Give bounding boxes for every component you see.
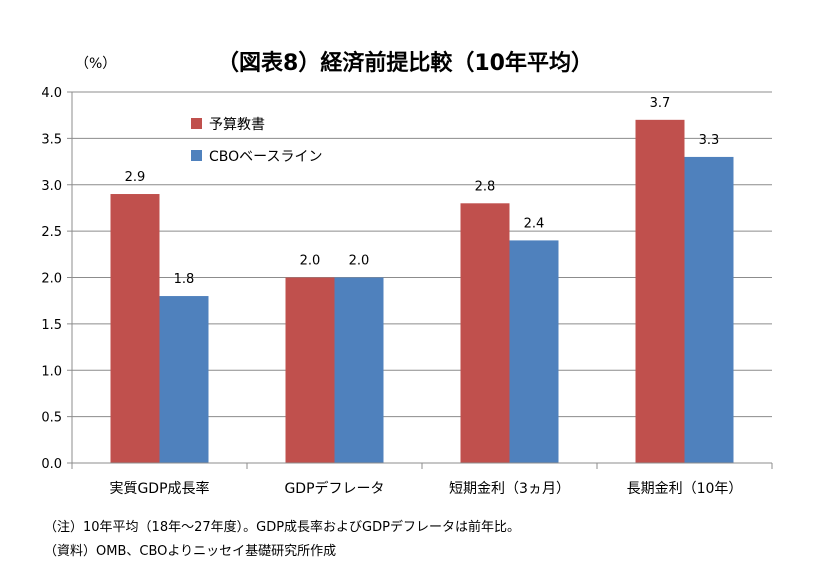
y-axis-unit: （%）	[75, 56, 116, 72]
x-category-label: 短期金利（3ヵ月）	[449, 481, 570, 497]
bar	[334, 277, 384, 463]
x-axis-categories: 実質GDP成長率 GDPデフレータ 短期金利（3ヵ月） 長期金利（10年）	[109, 480, 742, 497]
chart-title: （図表8）経済前提比較（10年平均）	[217, 50, 593, 76]
bar	[110, 194, 160, 463]
legend-swatch	[191, 150, 202, 161]
bar	[460, 203, 510, 464]
data-labels: 2.9 1.8 2.0 2.0 2.8 2.4 3.7 3.3	[125, 96, 720, 287]
data-label: 1.8	[174, 272, 195, 287]
footnote-note: （注）10年平均（18年～27年度）。GDP成長率およびGDPデフレータは前年比…	[44, 520, 520, 535]
y-tick-label: 2.5	[41, 225, 62, 240]
y-tick-label: 1.0	[41, 364, 62, 379]
y-tick-label: 3.5	[41, 132, 62, 147]
y-tick-label: 3.0	[41, 179, 62, 194]
bar	[159, 296, 209, 463]
legend-label: CBOベースライン	[209, 149, 322, 165]
legend-label: 予算教書	[209, 117, 265, 133]
data-label: 2.8	[475, 179, 496, 194]
x-category-label: GDPデフレータ	[284, 480, 384, 497]
data-label: 2.0	[300, 254, 321, 269]
bar	[509, 240, 559, 463]
legend-swatch	[191, 118, 202, 129]
bar-chart: （図表8）経済前提比較（10年平均） （%） 0.00.51.01.52.02.…	[41, 50, 773, 497]
data-label: 2.0	[349, 254, 370, 269]
bars	[110, 119, 734, 464]
footnote-source: （資料）OMB、CBOよりニッセイ基礎研究所作成	[44, 544, 337, 559]
axes	[71, 92, 773, 469]
legend: 予算教書 CBOベースライン	[191, 117, 322, 165]
data-label: 3.7	[650, 96, 671, 111]
data-label: 2.9	[125, 170, 146, 185]
y-tick-label: 0.5	[41, 411, 62, 426]
y-axis-ticks: 0.0 0.5 1.0 1.5 2.0 2.5 3.0 3.5 4.0	[41, 86, 72, 472]
y-tick-label: 4.0	[41, 86, 62, 101]
x-category-label: 長期金利（10年）	[627, 481, 743, 497]
bar	[684, 156, 734, 464]
data-label: 3.3	[699, 133, 720, 148]
bar	[635, 119, 685, 463]
y-tick-label: 2.0	[41, 272, 62, 287]
y-tick-label: 1.5	[41, 318, 62, 333]
data-label: 2.4	[524, 216, 545, 231]
x-category-label: 実質GDP成長率	[109, 480, 209, 497]
y-tick-label: 0.0	[41, 457, 62, 472]
bar	[285, 277, 335, 463]
